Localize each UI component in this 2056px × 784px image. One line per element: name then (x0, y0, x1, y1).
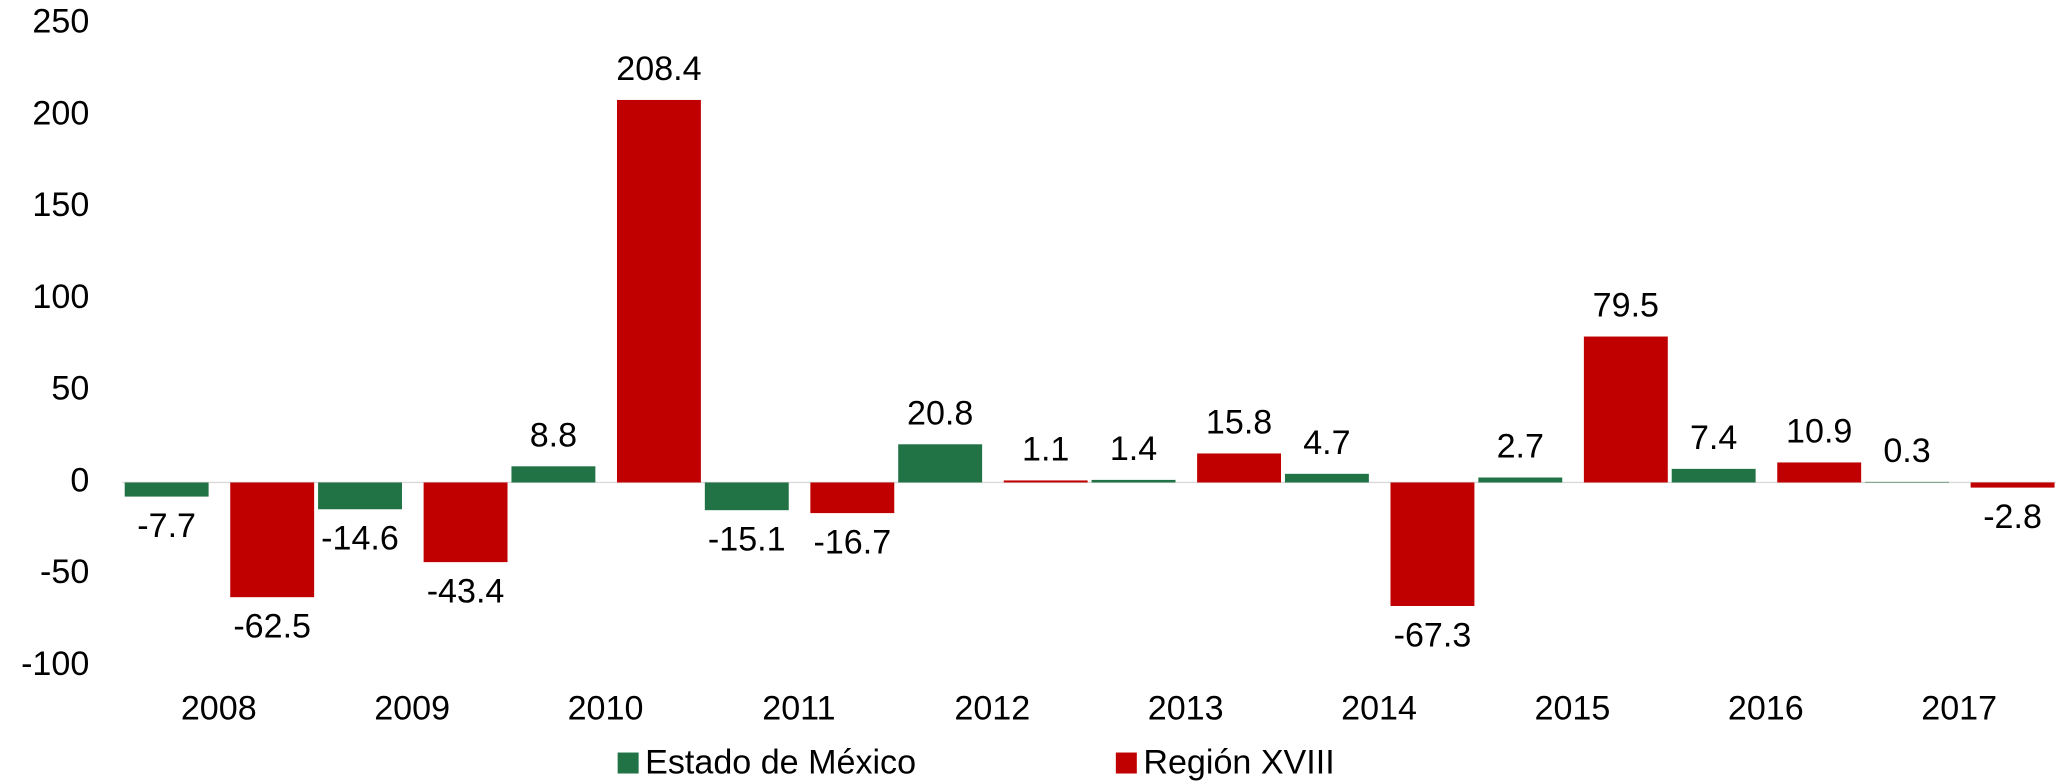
bar (704, 482, 789, 511)
legend-swatch (617, 752, 639, 774)
x-tick-label: 2013 (1148, 690, 1224, 728)
bar (1478, 477, 1563, 483)
y-tick-label: -50 (40, 553, 89, 591)
data-label: -62.5 (233, 608, 311, 646)
data-label: -67.3 (1394, 616, 1472, 654)
bar (511, 466, 596, 483)
bar (1777, 462, 1862, 483)
bar (230, 482, 315, 598)
y-tick-label: 0 (70, 461, 89, 499)
data-label: 7.4 (1690, 419, 1737, 457)
data-label: 1.4 (1110, 430, 1157, 468)
bar (1197, 453, 1282, 483)
legend-swatch (1115, 752, 1137, 774)
data-label: 2.7 (1497, 428, 1544, 466)
data-label: 4.7 (1303, 424, 1350, 462)
data-label: 15.8 (1206, 404, 1272, 442)
y-tick-label: -100 (21, 645, 89, 683)
data-label: 79.5 (1593, 287, 1659, 325)
data-label: -16.7 (813, 524, 891, 562)
data-label: 8.8 (530, 416, 577, 454)
x-tick-label: 2011 (762, 690, 835, 728)
data-label: 20.8 (907, 394, 973, 432)
bar (1671, 468, 1756, 483)
bar (318, 482, 402, 510)
y-tick-label: 100 (32, 278, 89, 316)
data-label: -7.7 (137, 507, 196, 545)
x-tick-label: 2010 (568, 690, 644, 728)
x-tick-label: 2015 (1535, 690, 1611, 728)
x-tick-label: 2014 (1341, 690, 1417, 728)
legend-label: Región XVIII (1143, 743, 1334, 781)
bar (1390, 482, 1475, 606)
bar (1091, 479, 1176, 483)
legend-label: Estado de México (645, 743, 916, 781)
bar (1970, 482, 2055, 488)
x-tick-label: 2012 (954, 690, 1030, 728)
x-tick-label: 2017 (1921, 690, 1997, 728)
x-tick-label: 2008 (181, 690, 257, 728)
y-tick-label: 250 (32, 3, 89, 41)
data-label: 208.4 (616, 50, 701, 88)
bar (898, 444, 983, 483)
bar (1865, 481, 1950, 483)
y-tick-label: 200 (32, 94, 89, 132)
x-tick-label: 2016 (1728, 690, 1804, 728)
data-label: -43.4 (427, 573, 505, 611)
data-label: 0.3 (1883, 432, 1930, 470)
bar (1284, 473, 1369, 483)
data-label: 1.1 (1022, 431, 1069, 469)
x-tick-label: 2009 (374, 690, 450, 728)
bar (616, 99, 701, 483)
bar (423, 482, 508, 563)
data-label: -15.1 (708, 521, 786, 559)
bar (1583, 336, 1668, 483)
bar (1003, 480, 1088, 483)
bar (124, 482, 209, 497)
bar (810, 482, 895, 514)
y-tick-label: 50 (51, 370, 89, 408)
data-label: 10.9 (1786, 413, 1852, 451)
data-label: -2.8 (1983, 498, 2042, 536)
y-tick-label: 150 (32, 186, 89, 224)
data-label: -14.6 (321, 520, 399, 558)
